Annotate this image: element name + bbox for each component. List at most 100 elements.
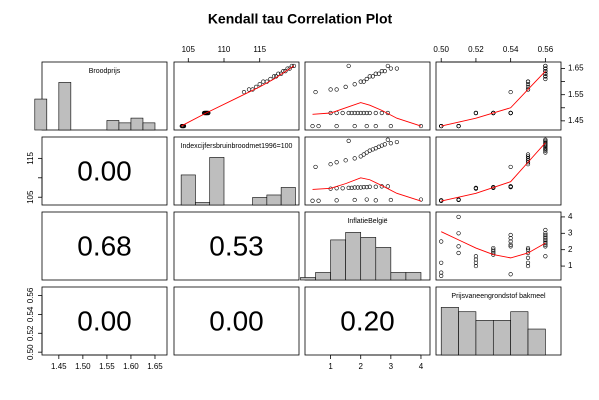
scatter-point bbox=[543, 150, 548, 155]
scatter-point bbox=[525, 263, 531, 269]
histogram-bar bbox=[475, 320, 494, 356]
scatter-point bbox=[543, 69, 548, 74]
y-tick-label: 0.56 bbox=[26, 287, 35, 303]
scatter-point bbox=[456, 197, 461, 202]
histogram-bar bbox=[180, 174, 196, 206]
scatter-point bbox=[358, 79, 363, 84]
scatter-point bbox=[508, 239, 513, 244]
scatter-point bbox=[508, 236, 513, 241]
scatter-point bbox=[364, 197, 369, 202]
scatter-point bbox=[358, 154, 363, 159]
scatter-point bbox=[310, 123, 315, 129]
scatter-point bbox=[382, 142, 387, 147]
histogram-bar bbox=[252, 197, 268, 206]
x-tick-label: 1 bbox=[328, 362, 333, 371]
chart-title: Kendall tau Correlation Plot bbox=[208, 11, 393, 27]
y-tick-label: 3 bbox=[568, 228, 573, 237]
histogram-bar bbox=[360, 237, 377, 281]
scatter-point bbox=[334, 123, 339, 129]
scatter-point bbox=[241, 89, 247, 95]
scatter-point bbox=[349, 185, 354, 191]
scatter-point bbox=[367, 184, 372, 189]
correlation-label: 0.00 bbox=[209, 305, 264, 336]
scatter-point bbox=[543, 234, 548, 239]
scatter-point bbox=[456, 231, 461, 236]
scatter-point bbox=[328, 162, 333, 167]
scatter-point bbox=[456, 244, 461, 249]
scatter-point bbox=[388, 66, 393, 71]
scatter-point bbox=[543, 137, 548, 142]
scatter-point bbox=[491, 245, 496, 251]
correlation-label: 0.68 bbox=[77, 230, 132, 261]
scatter-point bbox=[543, 76, 548, 82]
scatter-point bbox=[525, 87, 531, 92]
scatter-point bbox=[508, 272, 513, 277]
scatter-point bbox=[379, 69, 384, 74]
histogram-bar bbox=[345, 232, 362, 281]
scatter-point bbox=[543, 254, 548, 259]
scatter-point bbox=[355, 185, 360, 190]
scatter-point bbox=[525, 245, 531, 251]
x-tick-label: 4 bbox=[419, 362, 424, 371]
scatter-point bbox=[364, 76, 369, 82]
scatter-point bbox=[473, 257, 479, 262]
scatter-point bbox=[352, 123, 357, 129]
scatter-point bbox=[352, 156, 357, 161]
scatter-point bbox=[473, 110, 479, 116]
panel-frame bbox=[41, 61, 168, 131]
scatter-point bbox=[367, 110, 372, 116]
panel-frame bbox=[41, 211, 168, 281]
histogram-bar bbox=[209, 157, 225, 206]
histogram-bar bbox=[440, 307, 459, 356]
scatter-point bbox=[456, 250, 461, 256]
x-tick-label: 1.50 bbox=[75, 362, 91, 371]
x-tick-label: 110 bbox=[218, 45, 231, 54]
x-tick-label: 1.55 bbox=[99, 362, 115, 371]
histogram-bar bbox=[266, 194, 282, 206]
scatter-point bbox=[525, 154, 531, 159]
x-tick-label: 0.52 bbox=[468, 45, 484, 54]
x-tick-label: 3 bbox=[389, 362, 394, 371]
scatter-point bbox=[328, 87, 333, 92]
scatter-point bbox=[352, 110, 357, 116]
smooth-line bbox=[312, 102, 422, 127]
scatter-point bbox=[361, 79, 366, 84]
histogram-bar bbox=[106, 120, 120, 131]
y-tick-label: 1 bbox=[568, 261, 573, 270]
scatter-point bbox=[473, 185, 479, 191]
panel-frame bbox=[173, 286, 300, 356]
scatter-point bbox=[525, 79, 531, 84]
scatter-point bbox=[364, 185, 369, 190]
scatter-point bbox=[508, 184, 513, 189]
scatter-point bbox=[508, 244, 513, 249]
scatter-point bbox=[491, 249, 496, 254]
scatter-point bbox=[373, 123, 378, 129]
smooth-line bbox=[180, 65, 295, 127]
y-tick-label: 105 bbox=[26, 190, 35, 204]
scatter-point bbox=[473, 260, 479, 265]
scatter-point bbox=[373, 71, 378, 76]
scatter-point bbox=[525, 82, 531, 87]
scatter-point bbox=[543, 138, 548, 143]
variable-name: Indexcijfersbruinbroodmet1996=100 bbox=[181, 143, 293, 150]
histogram-bar bbox=[280, 187, 296, 206]
scatter-point bbox=[456, 214, 461, 220]
histogram-bar bbox=[405, 272, 422, 281]
scatter-point bbox=[313, 89, 318, 95]
panel-frame bbox=[173, 136, 300, 206]
scatter-point bbox=[379, 110, 384, 116]
y-tick-label: 115 bbox=[26, 151, 35, 164]
scatter-point bbox=[364, 123, 369, 129]
scatter-point bbox=[310, 198, 315, 203]
scatter-point bbox=[373, 198, 378, 203]
scatter-point bbox=[418, 197, 424, 202]
scatter-point bbox=[361, 185, 366, 190]
scatter-point bbox=[346, 138, 351, 143]
scatter-point bbox=[543, 244, 548, 249]
scatter-point bbox=[525, 84, 531, 89]
panel-frame bbox=[173, 211, 300, 281]
scatter-point bbox=[543, 236, 548, 241]
scatter-point bbox=[334, 160, 339, 165]
scatter-point bbox=[543, 139, 548, 145]
scatter-point bbox=[364, 110, 369, 116]
